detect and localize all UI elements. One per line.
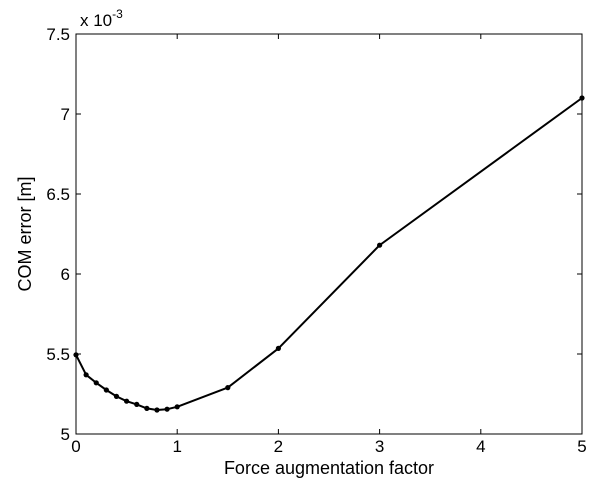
- data-point: [579, 95, 585, 101]
- y-tick-label: 6.5: [46, 185, 70, 204]
- y-tick-label: 7: [61, 105, 70, 124]
- x-axis-title: Force augmentation factor: [224, 458, 434, 478]
- x-tick-label: 4: [476, 437, 485, 456]
- data-point: [144, 405, 150, 411]
- y-tick-label: 5: [61, 425, 70, 444]
- data-point: [275, 345, 281, 351]
- x-tick-label: 1: [172, 437, 181, 456]
- y-axis-multiplier-base: x 10: [80, 11, 112, 30]
- plot-area: [75, 33, 583, 435]
- data-point: [164, 406, 170, 412]
- y-tick-label: 6: [61, 265, 70, 284]
- data-point: [225, 385, 231, 391]
- data-point: [83, 372, 89, 378]
- y-axis-multiplier-exponent: -3: [112, 7, 123, 21]
- data-point: [103, 387, 109, 393]
- data-point: [93, 380, 99, 386]
- data-point: [174, 404, 180, 410]
- x-tick-label: 3: [375, 437, 384, 456]
- data-point: [124, 398, 130, 404]
- data-point: [113, 393, 120, 399]
- data-point: [73, 352, 79, 358]
- data-point: [377, 242, 383, 248]
- x-tick-label: 0: [71, 437, 80, 456]
- data-point: [134, 401, 140, 407]
- axis-tick-labels: 0 1 2 3 4 5 5 5.5 6 6.5 7 7.5: [46, 25, 586, 456]
- data-point: [154, 407, 160, 413]
- x-tick-label: 5: [577, 437, 586, 456]
- x-tick-label: 2: [274, 437, 283, 456]
- data-series: [73, 95, 585, 413]
- y-tick-label: 5.5: [46, 345, 70, 364]
- axis-ticks: [75, 33, 583, 435]
- y-axis-title: COM error [m]: [15, 177, 35, 292]
- y-axis-multiplier: x 10-3: [80, 7, 123, 30]
- y-tick-label: 7.5: [46, 25, 70, 44]
